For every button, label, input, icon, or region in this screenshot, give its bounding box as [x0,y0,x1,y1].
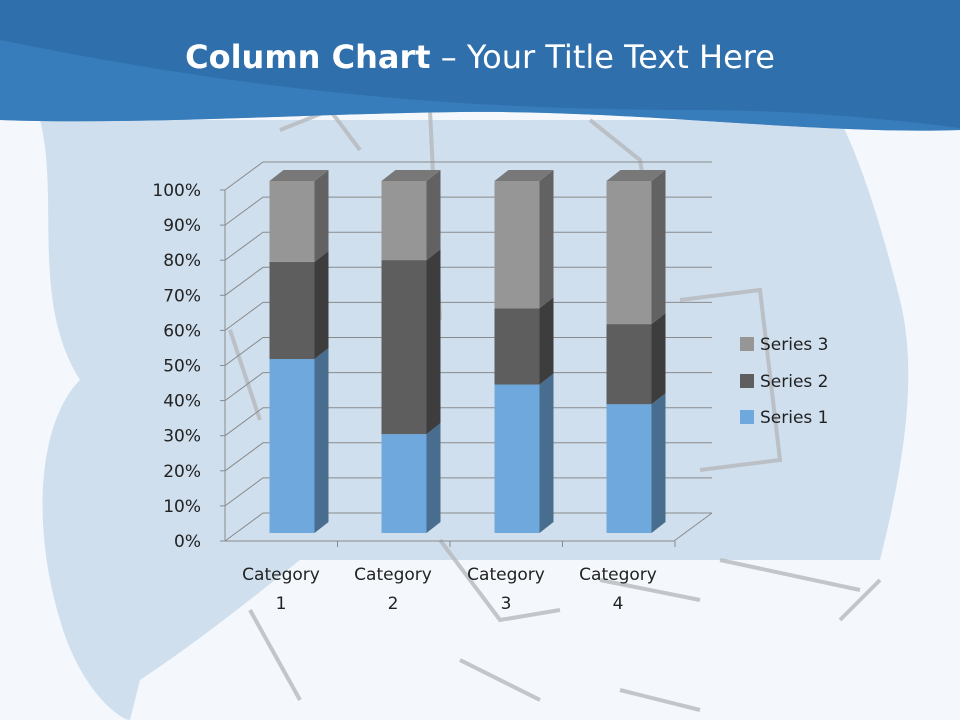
slide-title: Column Chart – Your Title Text Here [0,38,960,76]
bar-top [381,170,441,181]
bar-side [539,297,554,385]
legend-label: Series 3 [760,335,829,355]
bar-side [651,170,666,325]
background-blue-shape [40,120,909,720]
gridline [224,196,712,226]
x-category-label: 4 [613,594,624,614]
y-tick-label: 50% [163,357,201,377]
gridline [224,512,712,542]
bar-side [426,423,441,533]
title-bold: Column Chart [185,38,431,76]
y-tick-label: 70% [163,286,201,306]
y-tick-label: 60% [163,321,201,341]
bar-segment-series-3 [381,181,427,261]
bar-segment-series-1 [606,404,652,533]
gridline [224,161,712,191]
bar-segment-series-2 [269,261,315,360]
bar-side [426,249,441,435]
x-category-label: 3 [501,594,512,614]
bar-side [651,313,666,405]
bar-top [269,170,329,181]
legend-swatch [740,410,754,424]
legend-label: Series 1 [760,408,829,428]
y-tick-label: 40% [163,392,201,412]
bar-segment-series-2 [381,260,427,435]
header-highlight [0,40,960,131]
legend-label: Series 2 [760,372,829,392]
bar-top [606,170,666,181]
y-tick-label: 100% [152,181,201,201]
bar-side [539,373,554,533]
gridline [224,231,712,261]
gridline [224,442,712,472]
bar-side [539,170,554,309]
x-category-label: Category [579,565,657,585]
legend-swatch [740,337,754,351]
y-tick-label: 80% [163,251,201,271]
x-category-label: Category [242,565,320,585]
bar-segment-series-1 [494,384,540,533]
bar-segment-series-1 [381,434,427,533]
legend-swatch [740,374,754,388]
bar-side [314,170,329,262]
bar-segment-series-3 [606,181,652,325]
gridline [224,477,712,507]
bar-side [314,250,329,360]
bar-segment-series-2 [494,308,540,385]
y-tick-label: 90% [163,216,201,236]
bar-segment-series-2 [606,324,652,405]
y-tick-label: 0% [174,532,201,552]
x-category-label: 1 [276,594,287,614]
x-category-label: 2 [388,594,399,614]
x-category-label: Category [354,565,432,585]
gridline [224,372,712,402]
gridline [224,301,712,331]
bar-side [426,170,441,261]
gridline [224,337,712,366]
gridline [224,407,712,437]
bar-side [314,348,329,533]
x-category-label: Category [467,565,545,585]
y-tick-label: 10% [163,497,201,517]
y-tick-label: 30% [163,427,201,447]
bar-segment-series-3 [494,181,540,309]
bar-segment-series-3 [269,181,315,262]
floor-edge [673,512,713,542]
bar-side [651,393,666,533]
title-rest: – Your Title Text Here [430,38,775,76]
y-tick-label: 20% [163,462,201,482]
gridline [224,266,712,296]
bar-top [494,170,554,181]
bar-segment-series-1 [269,359,315,533]
